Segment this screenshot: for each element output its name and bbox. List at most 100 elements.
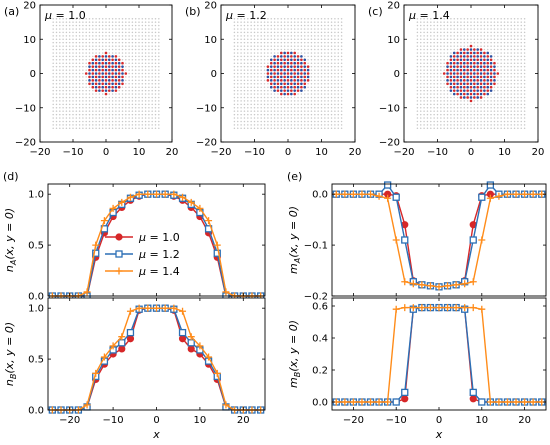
occupied-site	[286, 79, 290, 82]
occupied-site	[479, 79, 483, 82]
lattice-site	[490, 110, 492, 112]
lattice-site	[78, 62, 81, 64]
occupied-site	[283, 89, 286, 92]
occupied-site	[280, 75, 283, 79]
data-point	[401, 388, 409, 397]
lattice-site	[88, 89, 91, 92]
lattice-site	[85, 38, 87, 40]
occupied-site	[273, 75, 276, 79]
lattice-site	[334, 72, 336, 75]
x-axis-label: x	[435, 428, 443, 441]
lattice-site	[483, 41, 486, 44]
occupied-site	[473, 72, 476, 75]
lattice-site	[513, 41, 516, 44]
lattice-site	[310, 76, 313, 78]
lattice-site	[340, 117, 343, 119]
lattice-site	[327, 69, 329, 71]
lattice-site	[134, 72, 137, 75]
lattice-site	[240, 17, 242, 20]
legend-label: μ = 1.0	[138, 231, 180, 244]
lattice-site	[450, 41, 452, 44]
x-tick-label: 0	[103, 147, 109, 158]
lattice-site	[78, 110, 81, 112]
lattice-site	[290, 100, 293, 102]
lattice-site	[247, 72, 249, 75]
lattice-site	[436, 83, 439, 85]
lattice-site	[510, 113, 512, 116]
lattice-site	[108, 38, 111, 40]
occupied-site	[469, 92, 473, 96]
occupied-site	[266, 79, 270, 82]
lattice-site	[440, 69, 442, 71]
lattice-site	[433, 62, 435, 64]
lattice-site	[55, 35, 58, 37]
lattice-site	[131, 76, 134, 78]
lattice-site	[436, 127, 439, 130]
lattice-site	[517, 86, 519, 88]
lattice-site	[144, 35, 147, 37]
plot-area	[332, 298, 546, 410]
lattice-site	[473, 45, 476, 47]
lattice-site	[463, 103, 466, 106]
data-point	[109, 342, 117, 350]
lattice-site	[490, 52, 492, 54]
lattice-site	[500, 117, 502, 119]
occupied-site	[459, 58, 463, 62]
lattice-site	[450, 120, 452, 123]
lattice-site	[503, 76, 506, 78]
lattice-site	[59, 45, 61, 47]
lattice-site	[82, 59, 84, 61]
lattice-site	[240, 110, 242, 112]
lattice-site	[420, 86, 422, 88]
lattice-site	[257, 96, 259, 99]
lattice-site	[463, 100, 466, 102]
lattice-site	[134, 28, 137, 30]
x-tick-label: 10	[315, 147, 328, 158]
lattice-site	[72, 28, 74, 30]
lattice-site	[260, 48, 262, 51]
data-point	[486, 398, 494, 406]
lattice-site	[307, 52, 309, 54]
lattice-site	[460, 45, 462, 47]
occupied-site	[98, 79, 101, 82]
lattice-site	[423, 65, 425, 68]
lattice-site	[243, 120, 246, 123]
lattice-site	[314, 35, 316, 37]
lattice-site	[257, 110, 259, 112]
lattice-site	[270, 41, 272, 44]
occupied-site	[111, 68, 114, 72]
lattice-site	[416, 79, 419, 82]
lattice-site	[523, 55, 526, 58]
lattice-site	[436, 76, 439, 78]
lattice-site	[243, 79, 246, 82]
lattice-site	[456, 21, 459, 23]
lattice-site	[324, 96, 326, 99]
occupied-site	[486, 68, 490, 72]
lattice-site	[95, 96, 97, 99]
lattice-site	[65, 59, 68, 61]
lattice-site	[283, 28, 286, 30]
lattice-site	[290, 103, 293, 106]
lattice-site	[59, 83, 61, 85]
lattice-site	[517, 31, 519, 34]
lattice-site	[98, 48, 101, 51]
occupied-site	[459, 75, 463, 79]
lattice-site	[297, 113, 299, 116]
occupied-site	[479, 82, 483, 86]
lattice-site	[310, 107, 313, 109]
occupied-site	[293, 55, 297, 58]
lattice-site	[293, 45, 296, 47]
lattice-site	[260, 24, 262, 27]
lattice-site	[121, 21, 124, 23]
lattice-site	[440, 38, 442, 40]
lattice-site	[243, 38, 246, 40]
occupied-site	[98, 58, 101, 62]
lattice-site	[426, 21, 429, 23]
lattice-site	[154, 65, 157, 68]
lattice-site	[503, 124, 506, 126]
occupied-site	[104, 58, 108, 62]
occupied-site	[293, 82, 297, 86]
lattice-site	[154, 21, 157, 23]
lattice-site	[55, 38, 58, 40]
lattice-site	[470, 107, 472, 109]
